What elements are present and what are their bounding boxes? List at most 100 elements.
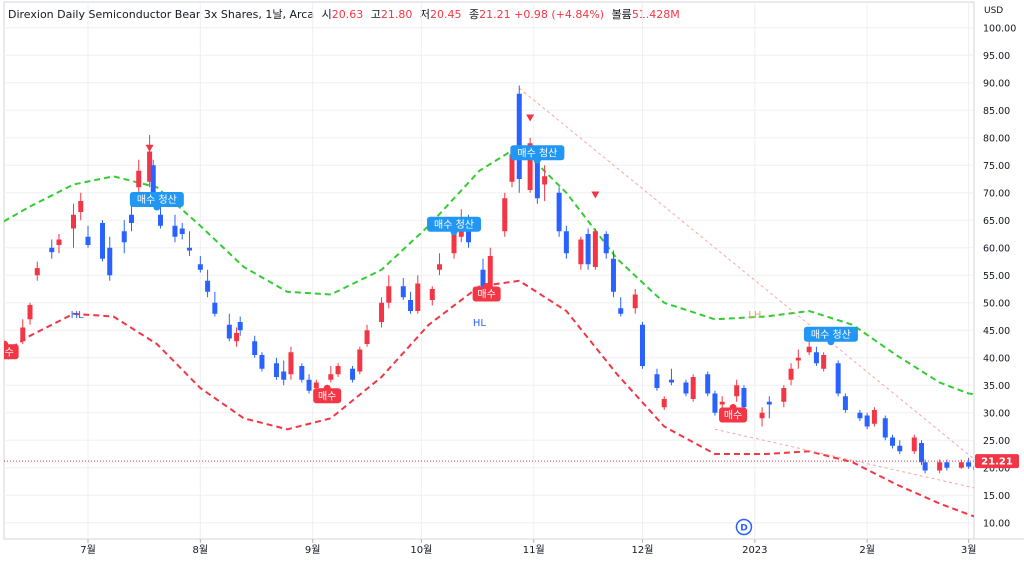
candle: [157, 203, 163, 229]
candle: [922, 459, 928, 474]
exchange: Arca: [289, 8, 315, 21]
candle-body: [556, 192, 562, 232]
candle-body: [882, 418, 888, 438]
candle: [56, 234, 62, 254]
candle-body: [429, 289, 435, 300]
chart-header: Direxion Daily Semiconductor Bear 3x Sha…: [8, 8, 680, 21]
candle: [556, 187, 562, 237]
high-value: 21.80: [380, 8, 413, 21]
candle: [603, 231, 609, 259]
price-tick-label: 35.00: [983, 381, 1010, 392]
candle: [788, 363, 794, 386]
candle: [408, 291, 414, 314]
candle-body: [835, 363, 841, 394]
candle: [639, 322, 645, 369]
candle: [966, 457, 972, 469]
candle: [78, 192, 84, 221]
candle-body: [937, 462, 943, 471]
price-tick-label: 70.00: [983, 188, 1010, 199]
candle: [179, 223, 185, 240]
candle-body: [712, 393, 718, 413]
signal-marker: [323, 384, 331, 392]
candle-body: [212, 302, 218, 314]
open-value: 20.63: [331, 8, 364, 21]
candle-body: [99, 223, 105, 259]
candle: [259, 352, 265, 372]
candle-body: [864, 415, 870, 427]
candle: [654, 368, 660, 391]
exit-signal-label: 매수 청산: [510, 145, 565, 164]
signal-text: 매수: [477, 289, 495, 301]
candle: [911, 434, 917, 454]
candle: [226, 313, 232, 342]
candle-body: [71, 214, 77, 229]
candle-body: [683, 382, 689, 394]
candle-body: [400, 286, 406, 298]
candle-body: [335, 366, 341, 375]
candle-body: [857, 412, 863, 419]
signal-marker: [533, 156, 541, 164]
trend-line: [714, 428, 974, 489]
upper-band-line: [4, 144, 974, 396]
candle-body: [437, 264, 443, 270]
candle: [759, 407, 765, 427]
candle-body: [350, 368, 356, 380]
candle-body: [20, 327, 26, 342]
candle: [34, 261, 40, 281]
candle: [890, 434, 896, 449]
pivot-label: HL: [71, 310, 85, 321]
time-tick-label: 7월: [80, 544, 96, 556]
price-tick-label: 25.00: [983, 436, 1010, 447]
candle: [386, 275, 392, 309]
candle-body: [56, 239, 62, 245]
candle: [437, 253, 443, 276]
candle-body: [466, 225, 472, 243]
candle: [592, 228, 598, 270]
candle: [212, 291, 218, 317]
candle-body: [897, 445, 903, 452]
candle-body: [741, 388, 747, 408]
candle-body: [516, 93, 522, 179]
candle-body: [922, 462, 928, 471]
signal-bubble: [313, 388, 342, 404]
candle: [578, 236, 584, 270]
time-tick-label: 2023: [742, 545, 767, 556]
change-value: +0.98 (+4.84%): [514, 8, 605, 21]
candle-body: [197, 264, 203, 270]
price-tick-label: 75.00: [983, 161, 1010, 172]
candle: [0, 358, 4, 371]
sell-arrow-icon: [526, 114, 535, 122]
candle-body: [364, 330, 370, 344]
candle-body: [328, 374, 334, 380]
sell-arrow-icon: [591, 191, 600, 199]
candle-body: [186, 247, 192, 251]
candle: [835, 360, 841, 397]
candle: [335, 363, 341, 377]
time-tick-label: 3월: [961, 544, 977, 556]
candle: [429, 286, 435, 306]
interval[interactable]: 1날: [265, 8, 283, 21]
volume-value: 51.428M: [631, 8, 680, 21]
candle: [871, 407, 877, 427]
candle-body: [0, 359, 4, 366]
candle-body: [205, 280, 211, 292]
candle: [150, 159, 156, 199]
candle-body: [958, 462, 964, 468]
signal-bubble: [510, 145, 565, 161]
candle: [857, 410, 863, 421]
price-tick-label: 10.00: [983, 518, 1010, 529]
signal-text: 매수 청산: [517, 147, 557, 159]
signal-marker: [450, 228, 458, 236]
candle-body: [705, 374, 711, 394]
candle-body: [179, 228, 185, 234]
candle-body: [690, 377, 696, 399]
candle-body: [273, 363, 279, 377]
candle: [85, 225, 91, 248]
candle-body: [632, 294, 638, 309]
candle-body: [237, 322, 243, 331]
price-tick-label: 60.00: [983, 243, 1010, 254]
candle-body: [357, 349, 363, 372]
candle: [661, 396, 667, 410]
